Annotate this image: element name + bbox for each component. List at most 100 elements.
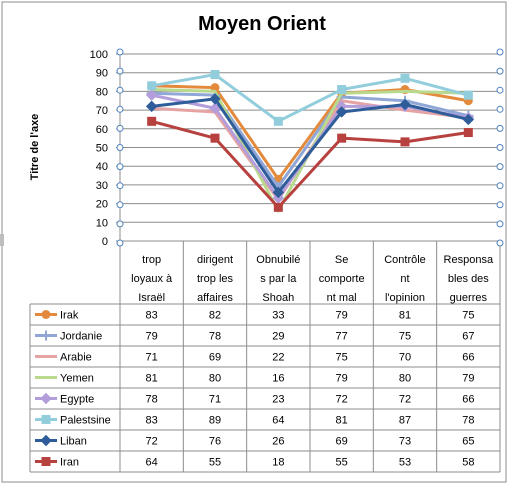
plot-area-handle[interactable] bbox=[496, 48, 504, 56]
table-cell-value: 64 bbox=[146, 457, 158, 469]
plot-area-handle[interactable] bbox=[116, 163, 124, 171]
data-point bbox=[40, 434, 52, 447]
plot-area-handles[interactable] bbox=[116, 48, 504, 247]
table-cell-value: 83 bbox=[146, 415, 158, 427]
legend-key bbox=[35, 392, 57, 405]
table-cell-value: 75 bbox=[336, 352, 348, 364]
series-line bbox=[151, 91, 469, 189]
table-cell-value: 33 bbox=[272, 310, 284, 322]
table-cell-value: 58 bbox=[462, 457, 474, 469]
data-point bbox=[41, 415, 51, 424]
y-tick-label: 60 bbox=[96, 124, 108, 136]
table-cell-value: 89 bbox=[209, 415, 221, 427]
series-name: Jordanie bbox=[60, 331, 102, 343]
legend-key bbox=[35, 434, 57, 447]
plot-area-handle[interactable] bbox=[116, 67, 124, 75]
table-cell-value: 70 bbox=[399, 352, 411, 364]
y-tick-label: 90 bbox=[96, 68, 108, 80]
plot-area-handle[interactable] bbox=[496, 182, 504, 190]
series-lines bbox=[145, 70, 475, 213]
table-cell-value: 64 bbox=[272, 415, 284, 427]
plot-area-handle[interactable] bbox=[496, 67, 504, 75]
data-point bbox=[400, 73, 410, 83]
series-name: Egypte bbox=[60, 394, 94, 406]
plot-area-handle[interactable] bbox=[496, 144, 504, 151]
table-cell-value: 69 bbox=[336, 436, 348, 448]
table-cell-value: 66 bbox=[462, 352, 474, 364]
table-cell-value: 73 bbox=[399, 436, 411, 448]
y-tick-label: 20 bbox=[96, 199, 108, 211]
data-point bbox=[41, 457, 51, 466]
resize-handle[interactable] bbox=[0, 234, 4, 246]
series-palestsine bbox=[147, 70, 473, 126]
plot-area-handle[interactable] bbox=[116, 105, 124, 113]
series-name: Liban bbox=[60, 436, 87, 448]
series-line bbox=[151, 119, 469, 209]
table-cell-value: 80 bbox=[209, 373, 221, 385]
data-point bbox=[145, 89, 158, 101]
plot-area-handle[interactable] bbox=[496, 124, 504, 132]
data-point bbox=[209, 93, 221, 105]
plot-area-handle[interactable] bbox=[116, 182, 124, 190]
table-cell-value: 71 bbox=[209, 394, 221, 406]
table-cell-value: 76 bbox=[209, 436, 221, 448]
plot-area-handle[interactable] bbox=[116, 144, 124, 151]
legend-key bbox=[35, 415, 57, 424]
table-cell-value: 75 bbox=[462, 310, 474, 322]
plot-area-handle[interactable] bbox=[116, 201, 124, 209]
table-cell-value: 78 bbox=[462, 415, 474, 427]
series-liban bbox=[145, 93, 475, 199]
series-name: Yemen bbox=[60, 373, 94, 385]
data-point bbox=[145, 100, 158, 113]
plot-area-handle[interactable] bbox=[116, 48, 124, 56]
series-line bbox=[151, 97, 469, 194]
plot-area-handle[interactable] bbox=[496, 201, 504, 209]
series-iran bbox=[147, 116, 473, 212]
table-cell-value: 72 bbox=[146, 436, 158, 448]
table-cell-value: 53 bbox=[399, 457, 411, 469]
data-point bbox=[40, 392, 52, 405]
series-name: Irak bbox=[60, 310, 79, 322]
table-cell-value: 55 bbox=[209, 457, 221, 469]
data-point bbox=[41, 310, 51, 319]
data-point bbox=[272, 186, 285, 199]
data-point bbox=[462, 113, 475, 126]
table-cell-value: 83 bbox=[146, 310, 158, 322]
data-point bbox=[399, 98, 411, 111]
y-tick-label: 80 bbox=[96, 86, 108, 98]
y-tick-label: 100 bbox=[90, 49, 108, 61]
data-point bbox=[273, 202, 283, 212]
data-point bbox=[210, 133, 220, 143]
category-label: Responsa bles des guerres bbox=[444, 254, 494, 304]
legend-key bbox=[35, 457, 57, 466]
legend-key bbox=[35, 310, 57, 319]
series-line bbox=[151, 73, 469, 123]
plot-area-handle[interactable] bbox=[116, 220, 124, 228]
data-point bbox=[337, 85, 347, 95]
table-cell-value: 77 bbox=[336, 331, 348, 343]
plot-area-handle[interactable] bbox=[496, 105, 504, 113]
data-table: trop loyaux à Israël dirigent trop les affair… bbox=[29, 240, 501, 473]
data-point bbox=[337, 133, 347, 143]
plot-area-handle[interactable] bbox=[116, 239, 124, 247]
plot-area-handle[interactable] bbox=[496, 163, 504, 171]
y-tick-label: 30 bbox=[96, 180, 108, 192]
table-cell-value: 72 bbox=[336, 394, 348, 406]
y-tick-label: 40 bbox=[96, 161, 108, 173]
plot-area-handle[interactable] bbox=[116, 124, 124, 132]
plot-area-handle[interactable] bbox=[116, 86, 124, 94]
y-tick-label: 50 bbox=[96, 143, 108, 155]
plot-area-handle[interactable] bbox=[496, 239, 504, 247]
table-cell-value: 75 bbox=[399, 331, 411, 343]
y-axis-ticks: 0 10 20 30 40 50 60 70 80 90 100 bbox=[90, 49, 108, 248]
category-label: Se comporte nt mal bbox=[319, 254, 365, 304]
data-point bbox=[147, 116, 157, 126]
category-label: dirigent trop les affaires bbox=[197, 254, 234, 304]
table-cell-value: 81 bbox=[399, 310, 411, 322]
plot-area-handle[interactable] bbox=[496, 220, 504, 228]
y-tick-label: 10 bbox=[96, 217, 108, 229]
plot-area-handle[interactable] bbox=[496, 86, 504, 94]
table-cell-value: 69 bbox=[209, 352, 221, 364]
table-cell-value: 87 bbox=[399, 415, 411, 427]
